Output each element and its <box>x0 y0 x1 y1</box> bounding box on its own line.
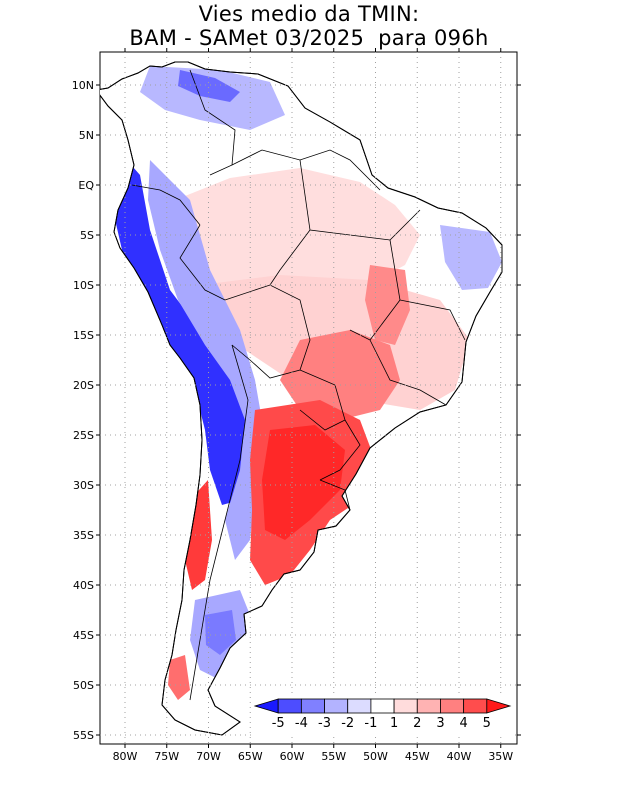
lon-label: 75W <box>154 750 179 763</box>
colorbar-label: -2 <box>341 716 354 731</box>
border-uruguay <box>319 479 351 511</box>
lon-label: 40W <box>447 750 472 763</box>
lat-label: 5S <box>80 229 94 242</box>
lat-label: 50S <box>73 679 94 692</box>
colorbar-segment <box>440 698 465 714</box>
colorbar-label: -4 <box>295 716 308 731</box>
east-red-band <box>365 265 410 345</box>
colorbar-segment <box>393 698 418 714</box>
lat-label: 25S <box>73 429 94 442</box>
map-title: Vies medio da TMIN: BAM - SAMet 03/2025 … <box>0 2 618 50</box>
colorbar-label: 1 <box>390 716 398 731</box>
north-mid-blue-area <box>178 70 240 102</box>
border-bolivia <box>224 284 311 379</box>
lon-label: 65W <box>238 750 263 763</box>
colorbar-segment <box>324 698 349 714</box>
lat-label: 20S <box>73 379 94 392</box>
border-brazil-states-3 <box>399 299 466 341</box>
colorbar-segment <box>486 698 512 714</box>
lat-label: 15S <box>73 329 94 342</box>
lon-label: 70W <box>196 750 221 763</box>
latitude-axis: 10N 5N EQ 5S 10S 15S 20S 25S 30S 35S 40S 45S 50S 55S <box>72 79 521 742</box>
colorbar-label: 4 <box>459 716 467 731</box>
colorbar-label: -3 <box>318 716 331 731</box>
colorbar-label: 3 <box>436 716 444 731</box>
border-argentina-brazil <box>319 419 361 481</box>
patagonia-mid-blue-area <box>205 610 236 655</box>
lat-label: 5N <box>79 129 94 142</box>
south-deep-red-core <box>262 425 345 540</box>
colorbar-segment <box>370 698 395 714</box>
lat-label: 10S <box>73 279 94 292</box>
colorbar-segment <box>347 698 372 714</box>
gridlines <box>100 52 517 744</box>
border-peru-brazil <box>179 224 226 301</box>
lon-label: 35W <box>488 750 513 763</box>
colorbar-segment <box>463 698 488 714</box>
colorbar-label: -1 <box>364 716 377 731</box>
colorbar-label: 2 <box>413 716 421 731</box>
lon-label: 45W <box>405 750 430 763</box>
andes-light-blue-band <box>148 160 262 560</box>
lat-label: 10N <box>72 79 94 92</box>
lat-label: 35S <box>73 529 94 542</box>
border-colombia-peru <box>131 184 201 226</box>
border-brazil-states-5 <box>269 229 311 286</box>
lon-label: 60W <box>280 750 305 763</box>
colorbar-segment <box>300 698 325 714</box>
lon-label: 80W <box>113 750 138 763</box>
lon-label: 55W <box>321 750 346 763</box>
country-borders <box>131 69 466 701</box>
andes-blue-strip <box>114 150 250 505</box>
title-line-2: BAM - SAMet 03/2025 para 096h <box>129 26 489 50</box>
lat-label: 45S <box>73 629 94 642</box>
colorbar-segment <box>277 698 302 714</box>
central-red-core <box>280 330 400 420</box>
lat-label: 30S <box>73 479 94 492</box>
longitude-axis: 80W 75W 70W 65W 60W 55W 50W 45W 40W 35W <box>113 48 513 763</box>
border-argentina-chile <box>189 344 249 701</box>
colorbar-label: -5 <box>272 716 285 731</box>
colorbar: -5 -4 -3 -2 -1 1 2 3 4 5 <box>251 695 514 737</box>
coastline-outline <box>100 61 503 736</box>
border-colombia-venezuela <box>189 69 236 176</box>
colorbar-label: 5 <box>483 716 491 731</box>
title-line-1: Vies medio da TMIN: <box>198 2 420 26</box>
lon-label: 50W <box>363 750 388 763</box>
amazon-pale-red-area <box>170 168 420 300</box>
lat-label: 55S <box>73 729 94 742</box>
south-tip-red-patch <box>168 655 190 700</box>
lat-label: 40S <box>73 579 94 592</box>
northeast-blue-area <box>440 225 502 290</box>
lat-label: EQ <box>78 179 94 192</box>
border-brazil-north <box>231 149 381 191</box>
colorbar-segment <box>416 698 441 714</box>
